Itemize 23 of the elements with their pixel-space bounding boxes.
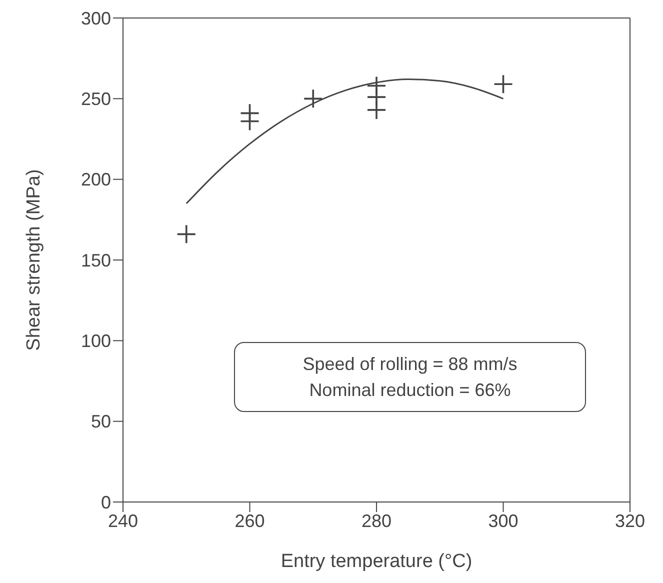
- y-tick-label: 250: [80, 89, 111, 110]
- x-tick-label: 260: [234, 510, 265, 531]
- point: [240, 111, 260, 132]
- y-tick-label: 0: [100, 492, 111, 512]
- y-tick-label: 200: [80, 170, 111, 190]
- x-axis-title: Entry temperature (°C): [280, 551, 472, 572]
- line-series: [186, 78, 504, 204]
- y-tick-label: 150: [80, 250, 111, 270]
- x-tick-label: 300: [488, 510, 518, 531]
- y-tick-label: 300: [80, 8, 111, 28]
- point: [176, 224, 196, 244]
- point: [493, 74, 514, 94]
- x-tick-label: 320: [614, 510, 646, 531]
- x-tick-label: 280: [361, 510, 392, 531]
- note-box: Speed of rolling = 88 mm/s Nominal reduction = 66%: [234, 342, 586, 412]
- y-axis-title: Shear strength (MPa): [24, 169, 45, 351]
- point: [366, 100, 386, 120]
- annotation: Speed of rolling = 88 mm/s: [302, 353, 518, 376]
- annotation: Nominal reduction = 66%: [308, 379, 512, 402]
- point: [303, 88, 324, 109]
- y-tick-label: 50: [90, 412, 111, 432]
- y-tick-label: 100: [80, 331, 111, 352]
- x-tick-label: 240: [108, 510, 138, 531]
